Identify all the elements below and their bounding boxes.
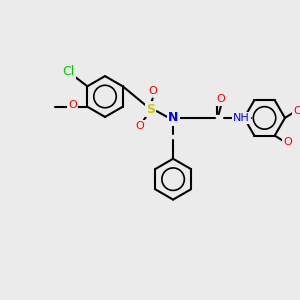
Text: O: O	[148, 86, 157, 96]
Text: O: O	[68, 100, 77, 110]
Text: N: N	[168, 111, 178, 124]
Text: S: S	[146, 103, 155, 116]
Text: Cl: Cl	[63, 65, 75, 78]
Text: O: O	[216, 94, 225, 104]
Text: O: O	[293, 106, 300, 116]
Text: O: O	[136, 121, 144, 131]
Text: NH: NH	[233, 113, 250, 123]
Text: O: O	[283, 137, 292, 147]
